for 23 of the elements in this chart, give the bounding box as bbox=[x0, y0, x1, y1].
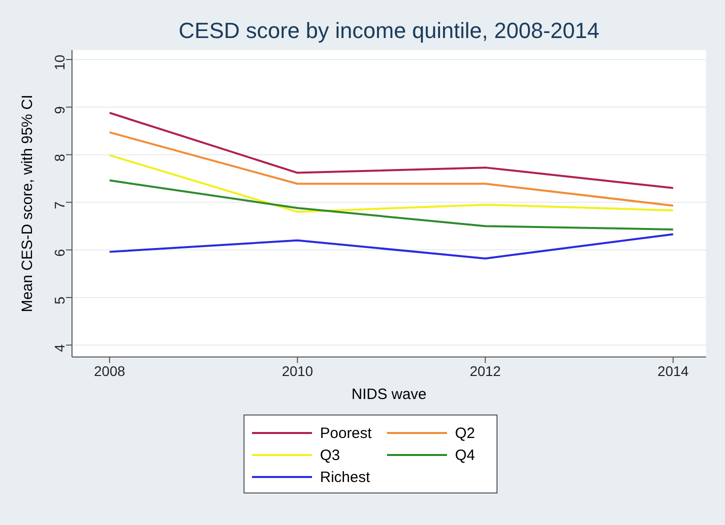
line-series bbox=[108, 179, 674, 230]
y-tick-label: 10 bbox=[51, 54, 68, 70]
y-axis-title: Mean CES-D score, with 95% CI bbox=[19, 94, 36, 312]
x-tick-label: 2010 bbox=[282, 362, 314, 379]
y-tick-label: 9 bbox=[51, 106, 68, 114]
y-tick-label: 7 bbox=[51, 201, 68, 210]
line-series bbox=[108, 233, 674, 260]
legend-label: Q4 bbox=[455, 447, 476, 464]
x-tick-label: 2014 bbox=[658, 362, 689, 379]
legend-label: Richest bbox=[320, 469, 371, 486]
x-tick-label: 2008 bbox=[94, 362, 126, 379]
legend-label: Q2 bbox=[455, 425, 476, 442]
chart-title: CESD score by income quintile, 2008-2014 bbox=[178, 18, 600, 43]
line-series bbox=[108, 154, 674, 213]
legend-label: Q3 bbox=[320, 447, 340, 464]
y-tick-label: 4 bbox=[51, 344, 68, 352]
y-tick-label: 6 bbox=[51, 248, 68, 257]
x-tick-label: 2012 bbox=[470, 362, 502, 379]
legend-label: Poorest bbox=[320, 425, 373, 442]
y-tick-label: 5 bbox=[51, 296, 68, 304]
x-axis-title: NIDS wave bbox=[351, 386, 427, 403]
line-series bbox=[108, 112, 674, 190]
y-tick-label: 8 bbox=[51, 154, 68, 162]
